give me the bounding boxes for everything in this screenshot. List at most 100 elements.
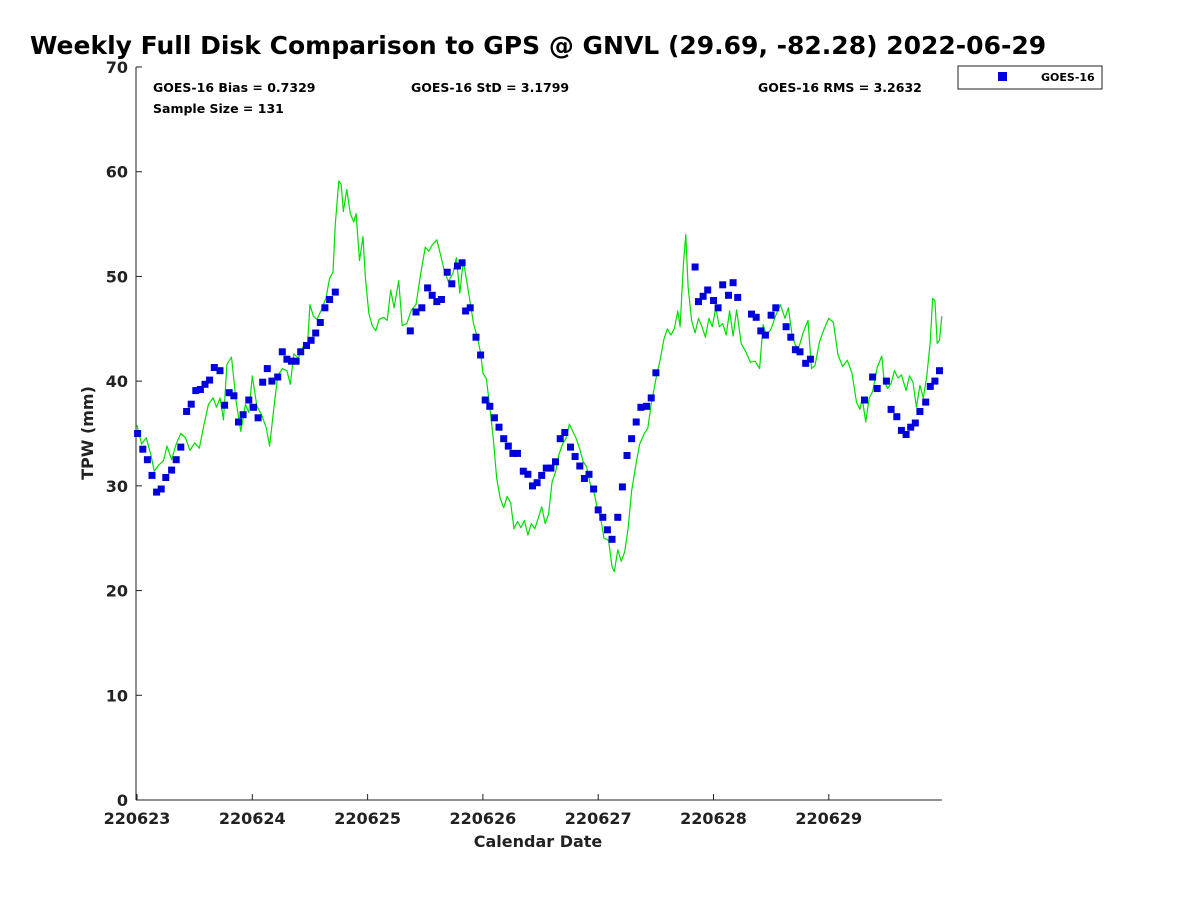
goes16-point [873, 385, 881, 392]
goes16-point [412, 308, 420, 316]
goes16-point [466, 304, 474, 312]
goes16-point [931, 377, 939, 385]
goes16-point [561, 429, 569, 436]
goes16-point [263, 365, 271, 373]
goes16-point [297, 348, 305, 356]
goes16-point [861, 396, 868, 404]
goes16-point [556, 435, 564, 443]
goes16-point [704, 286, 712, 294]
x-tick-label: 220625 [334, 809, 401, 828]
gps-line [136, 180, 943, 573]
goes16-point [312, 329, 320, 337]
goes16-point [710, 297, 717, 304]
goes16-point [787, 333, 795, 341]
goes16-point [221, 401, 229, 409]
goes16-point [887, 405, 895, 413]
goes16-point [196, 386, 204, 393]
y-tick-label: 50 [106, 267, 128, 286]
goes16-point [235, 418, 242, 426]
goes16-point [250, 403, 257, 411]
goes16-point [719, 281, 727, 289]
x-tick-label: 220629 [795, 809, 862, 828]
goes16-point [936, 367, 943, 375]
goes16-point [907, 423, 915, 431]
goes16-point [806, 355, 814, 363]
goes16-point [796, 348, 804, 356]
goes16-point [428, 291, 436, 299]
x-tick-label: 220623 [104, 809, 171, 828]
goes16-point [926, 382, 934, 390]
goes16-point [514, 449, 521, 457]
goes16-point [254, 414, 262, 422]
goes16-point [477, 351, 485, 359]
goes16-point [897, 426, 905, 434]
goes16-point [462, 307, 470, 315]
goes16-point [245, 396, 253, 404]
y-tick-label: 40 [106, 372, 128, 391]
goes16-point [734, 293, 742, 301]
goes16-point [509, 449, 517, 457]
goes16-point [529, 482, 536, 490]
goes16-point [134, 430, 142, 437]
goes16-point [772, 304, 780, 312]
y-tick-label: 0 [117, 791, 128, 810]
legend-box [957, 65, 1103, 90]
legend: GOES-16 [957, 65, 1103, 90]
goes16-point [187, 400, 195, 408]
y-tick-label: 60 [106, 163, 128, 182]
goes16-point [168, 466, 176, 474]
goes16-series [134, 259, 943, 543]
goes16-point [288, 357, 295, 365]
goes16-point [321, 304, 329, 312]
goes16-point [500, 435, 508, 443]
goes16-point [767, 311, 775, 319]
goes16-point [628, 435, 636, 443]
goes16-point [922, 398, 930, 406]
goes16-point [216, 367, 224, 375]
goes16-point [326, 296, 334, 303]
goes16-point [162, 474, 170, 481]
goes16-point [567, 443, 574, 451]
x-ticks: 220623 220624 220625 220626 220627 220628 2206… [104, 794, 862, 828]
y-tick-label: 20 [106, 582, 128, 601]
sample-size-stat: Sample Size = 131 [153, 101, 284, 116]
goes16-point [153, 488, 161, 496]
goes16-point [481, 396, 489, 404]
goes16-point [472, 333, 480, 341]
plot-area: 0 10 20 30 40 50 60 70 220623 220624 220625 220626… [104, 58, 943, 828]
goes16-point [632, 418, 640, 426]
goes16-point [192, 387, 200, 395]
goes16-point [695, 298, 702, 306]
goes16-point [177, 443, 185, 451]
x-tick-label: 220624 [219, 809, 286, 828]
goes16-point [225, 389, 233, 397]
goes16-point [239, 411, 247, 419]
legend-marker-goes16 [998, 72, 1007, 81]
goes16-point [274, 373, 282, 381]
goes16-point [782, 323, 790, 331]
goes16-point [504, 442, 512, 450]
goes16-point [869, 373, 877, 381]
y-tick-label: 10 [106, 686, 128, 705]
goes16-point [618, 483, 626, 491]
goes16-point [157, 485, 165, 493]
goes16-point [292, 357, 300, 365]
x-tick-label: 220627 [565, 809, 632, 828]
goes16-point [406, 327, 414, 335]
goes16-point [623, 452, 631, 459]
goes16-point [614, 513, 622, 521]
goes16-point [307, 336, 315, 344]
goes16-point [206, 376, 214, 384]
goes16-point [748, 310, 755, 318]
goes16-point [902, 431, 910, 438]
x-axis-label: Calendar Date [474, 832, 603, 851]
goes16-point [201, 380, 209, 388]
goes16-point [454, 262, 461, 270]
goes16-point [458, 259, 466, 267]
goes16-point [268, 377, 276, 385]
goes16-point [652, 369, 660, 377]
y-tick-label: 30 [106, 477, 128, 496]
goes16-point [911, 419, 919, 427]
